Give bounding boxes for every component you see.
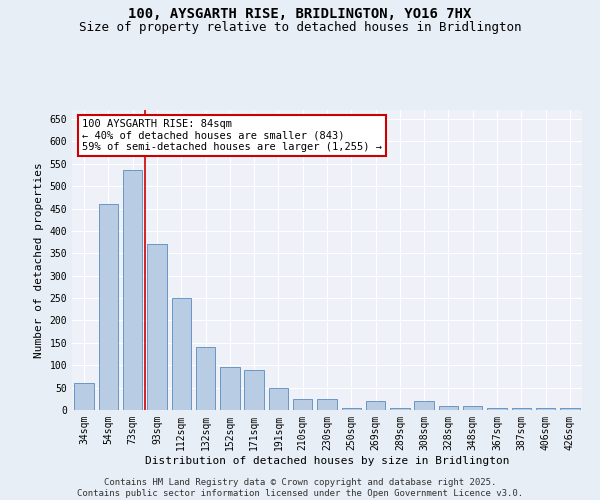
Bar [390, 408, 410, 410]
Bar [487, 408, 507, 410]
Bar [196, 348, 215, 410]
Bar [341, 408, 361, 410]
Bar [147, 244, 167, 410]
Bar [244, 370, 264, 410]
Bar [123, 170, 142, 410]
Bar [220, 368, 239, 410]
X-axis label: Distribution of detached houses by size in Bridlington: Distribution of detached houses by size … [145, 456, 509, 466]
Bar [463, 406, 482, 410]
Bar [317, 399, 337, 410]
Bar [439, 406, 458, 410]
Bar [512, 408, 531, 410]
Text: 100, AYSGARTH RISE, BRIDLINGTON, YO16 7HX: 100, AYSGARTH RISE, BRIDLINGTON, YO16 7H… [128, 8, 472, 22]
Bar [99, 204, 118, 410]
Bar [560, 408, 580, 410]
Bar [74, 383, 94, 410]
Y-axis label: Number of detached properties: Number of detached properties [34, 162, 44, 358]
Bar [172, 298, 191, 410]
Bar [415, 401, 434, 410]
Text: Size of property relative to detached houses in Bridlington: Size of property relative to detached ho… [79, 21, 521, 34]
Text: 100 AYSGARTH RISE: 84sqm
← 40% of detached houses are smaller (843)
59% of semi-: 100 AYSGARTH RISE: 84sqm ← 40% of detach… [82, 119, 382, 152]
Bar [536, 408, 555, 410]
Text: Contains HM Land Registry data © Crown copyright and database right 2025.
Contai: Contains HM Land Registry data © Crown c… [77, 478, 523, 498]
Bar [366, 401, 385, 410]
Bar [269, 388, 288, 410]
Bar [293, 399, 313, 410]
